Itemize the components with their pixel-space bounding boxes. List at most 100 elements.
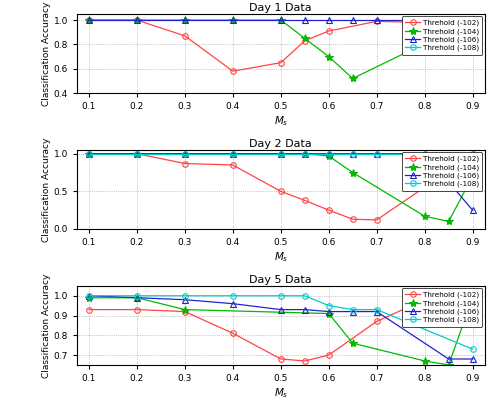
Threhold (-104): [182, 307, 188, 312]
Threhold (-104): [326, 54, 331, 59]
Threhold (-106): [470, 208, 476, 213]
Threhold (-106): [326, 151, 331, 156]
Threhold (-102): [278, 60, 284, 65]
Threhold (-104): [278, 151, 284, 156]
Threhold (-102): [230, 69, 236, 73]
Threhold (-102): [326, 208, 331, 213]
Threhold (-106): [302, 307, 308, 312]
Threhold (-102): [326, 352, 331, 357]
Threhold (-106): [278, 18, 284, 22]
Threhold (-104): [86, 295, 92, 300]
Threhold (-104): [421, 358, 427, 363]
Threhold (-102): [182, 34, 188, 38]
Threhold (-106): [134, 151, 140, 156]
Threhold (-108): [86, 151, 92, 156]
Threhold (-108): [86, 294, 92, 298]
Threhold (-106): [134, 295, 140, 300]
Threhold (-106): [374, 18, 380, 22]
Threhold (-106): [350, 309, 356, 314]
Threhold (-104): [134, 151, 140, 156]
Threhold (-108): [470, 151, 476, 156]
Threhold (-106): [230, 151, 236, 156]
Text: $M_s$: $M_s$: [273, 250, 288, 264]
Line: Threhold (-104): Threhold (-104): [85, 150, 477, 226]
Threhold (-106): [302, 18, 308, 22]
Threhold (-106): [182, 18, 188, 22]
Threhold (-102): [302, 358, 308, 363]
Legend: Threhold (-102), Threhold (-104), Threhold (-106), Threhold (-108): Threhold (-102), Threhold (-104), Threho…: [402, 288, 483, 327]
Threhold (-106): [470, 356, 476, 361]
Threhold (-102): [374, 218, 380, 223]
Threhold (-108): [182, 294, 188, 298]
Line: Threhold (-104): Threhold (-104): [85, 294, 477, 369]
Threhold (-104): [350, 76, 356, 81]
Threhold (-102): [350, 217, 356, 222]
Line: Threhold (-106): Threhold (-106): [86, 17, 475, 23]
Threhold (-106): [230, 301, 236, 306]
Threhold (-104): [326, 154, 331, 158]
Threhold (-104): [421, 214, 427, 219]
Y-axis label: Classification Accuracy: Classification Accuracy: [42, 137, 51, 242]
Threhold (-106): [421, 151, 427, 156]
Line: Threhold (-108): Threhold (-108): [86, 151, 475, 156]
Threhold (-108): [302, 151, 308, 156]
Threhold (-102): [134, 151, 140, 156]
Title: Day 2 Data: Day 2 Data: [249, 139, 312, 149]
Threhold (-106): [350, 151, 356, 156]
Threhold (-104): [230, 151, 236, 156]
Line: Threhold (-102): Threhold (-102): [86, 297, 475, 364]
Title: Day 1 Data: Day 1 Data: [249, 3, 312, 13]
Threhold (-104): [446, 219, 452, 224]
Threhold (-106): [470, 18, 476, 22]
Line: Threhold (-102): Threhold (-102): [86, 151, 475, 223]
Threhold (-108): [278, 294, 284, 298]
Threhold (-108): [326, 303, 331, 308]
Threhold (-106): [182, 297, 188, 302]
Threhold (-108): [374, 307, 380, 312]
Threhold (-104): [470, 18, 476, 22]
Text: $M_s$: $M_s$: [273, 386, 288, 400]
Threhold (-108): [182, 151, 188, 156]
Threhold (-108): [350, 307, 356, 312]
Threhold (-104): [182, 151, 188, 156]
Threhold (-102): [230, 163, 236, 168]
Threhold (-108): [278, 151, 284, 156]
Threhold (-102): [182, 309, 188, 314]
Line: Threhold (-104): Threhold (-104): [85, 16, 477, 83]
Legend: Threhold (-102), Threhold (-104), Threhold (-106), Threhold (-108): Threhold (-102), Threhold (-104), Threho…: [402, 16, 483, 55]
Threhold (-108): [230, 294, 236, 298]
Threhold (-106): [350, 18, 356, 22]
Threhold (-102): [302, 198, 308, 203]
Threhold (-106): [374, 151, 380, 156]
Y-axis label: Classification Accuracy: Classification Accuracy: [42, 1, 51, 106]
Threhold (-104): [134, 18, 140, 22]
Threhold (-102): [86, 18, 92, 22]
Threhold (-102): [421, 20, 427, 25]
Threhold (-102): [470, 18, 476, 22]
Threhold (-108): [421, 151, 427, 156]
Threhold (-102): [134, 307, 140, 312]
Threhold (-106): [326, 18, 331, 22]
Threhold (-104): [86, 18, 92, 22]
Threhold (-102): [470, 297, 476, 302]
Threhold (-106): [182, 151, 188, 156]
Threhold (-104): [446, 363, 452, 367]
Threhold (-102): [326, 28, 331, 33]
Threhold (-102): [278, 356, 284, 361]
Threhold (-108): [350, 151, 356, 156]
Threhold (-102): [374, 319, 380, 324]
Threhold (-106): [278, 151, 284, 156]
Threhold (-104): [230, 18, 236, 22]
Threhold (-102): [374, 19, 380, 24]
Threhold (-106): [374, 309, 380, 314]
Threhold (-104): [350, 170, 356, 175]
Threhold (-108): [230, 151, 236, 156]
Line: Threhold (-106): Threhold (-106): [86, 151, 475, 213]
Threhold (-104): [278, 18, 284, 22]
Threhold (-102): [278, 189, 284, 194]
Y-axis label: Classification Accuracy: Classification Accuracy: [42, 273, 51, 378]
Threhold (-102): [421, 297, 427, 302]
Threhold (-104): [326, 311, 331, 316]
Threhold (-108): [326, 151, 331, 156]
Threhold (-104): [134, 295, 140, 300]
